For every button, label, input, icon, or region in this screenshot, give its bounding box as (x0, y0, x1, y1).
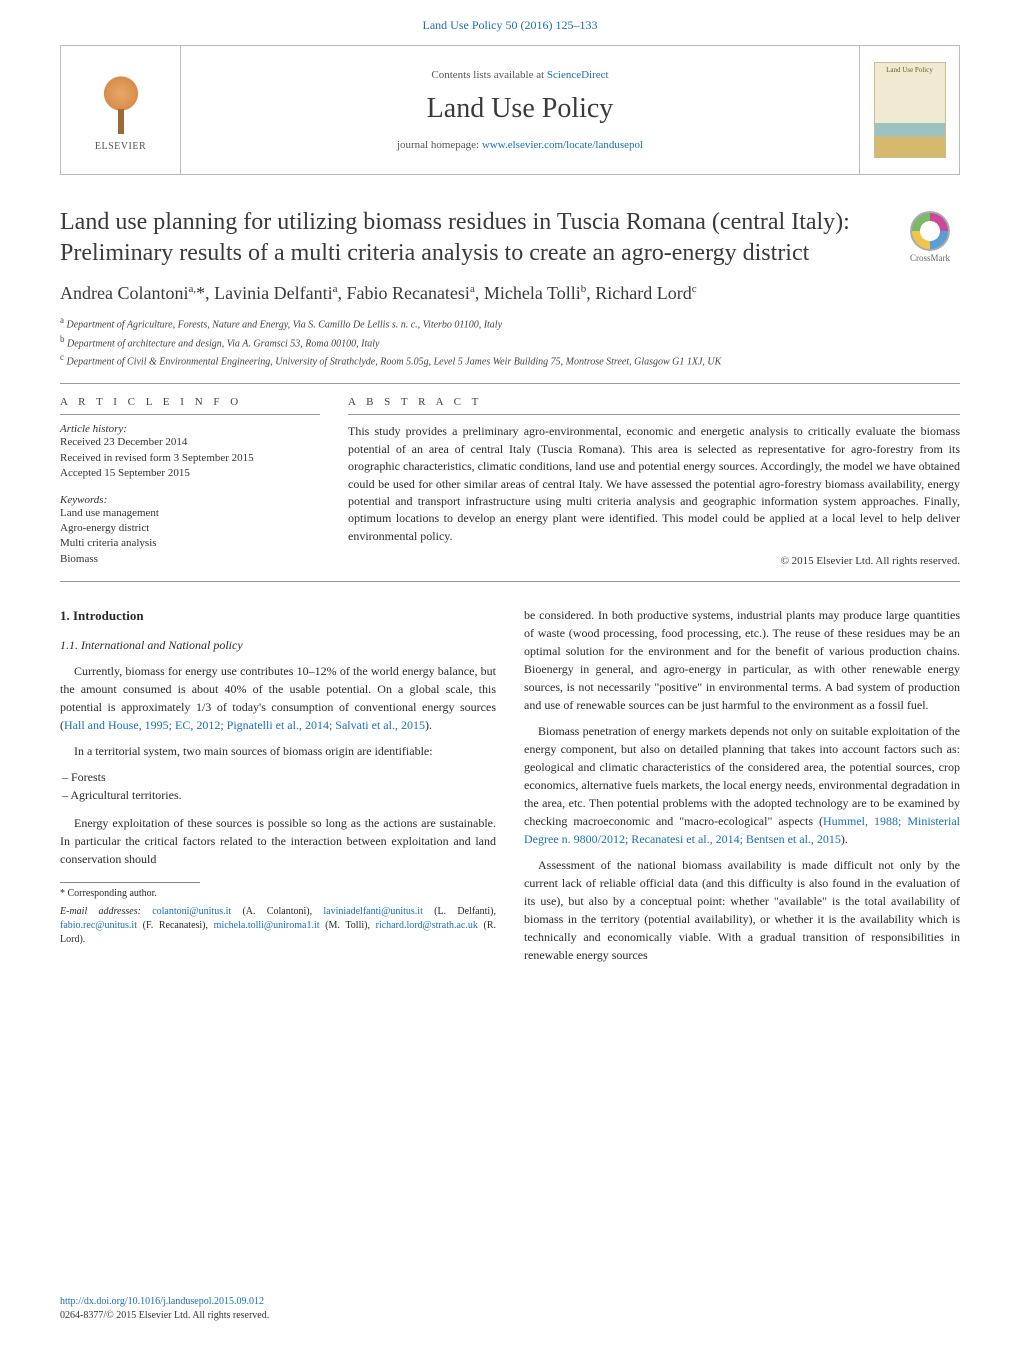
abstract-text: This study provides a preliminary agro-e… (348, 423, 960, 545)
p1-text-b: ). (425, 718, 432, 732)
body-para: be considered. In both productive system… (524, 606, 960, 714)
journal-header: ELSEVIER Contents lists available at Sci… (60, 45, 960, 175)
corresponding-author: * Corresponding author. (60, 887, 496, 901)
abstract-column: A B S T R A C T This study provides a pr… (348, 396, 960, 567)
email-label: E-mail addresses: (60, 906, 152, 917)
email-link[interactable]: colantoni@unitus.it (152, 906, 231, 917)
keyword-line: Agro-energy district (60, 521, 320, 536)
affiliations: a Department of Agriculture, Forests, Na… (60, 314, 960, 369)
homepage-line: journal homepage: www.elsevier.com/locat… (191, 139, 849, 151)
article-info-head: A R T I C L E I N F O (60, 396, 320, 415)
history-label: Article history: (60, 423, 320, 435)
abstract-copyright: © 2015 Elsevier Ltd. All rights reserved… (348, 555, 960, 567)
email-who: (M. Tolli), (320, 920, 376, 931)
body-columns: 1. Introduction 1.1. International and N… (60, 606, 960, 972)
journal-name: Land Use Policy (191, 93, 849, 125)
divider-top (60, 383, 960, 384)
footnote-rule (60, 882, 200, 883)
bullet-item: – Agricultural territories. (62, 786, 496, 804)
bullet-item: – Forests (62, 768, 496, 786)
body-para: Energy exploitation of these sources is … (60, 814, 496, 868)
info-abstract-row: A R T I C L E I N F O Article history: R… (60, 396, 960, 567)
citation-line: Land Use Policy 50 (2016) 125–133 (0, 0, 1020, 45)
body-para: Biomass penetration of energy markets de… (524, 722, 960, 848)
history-block: Received 23 December 2014Received in rev… (60, 435, 320, 481)
bottom-meta: http://dx.doi.org/10.1016/j.landusepol.2… (60, 1295, 269, 1323)
affiliation-line: a Department of Agriculture, Forests, Na… (60, 314, 960, 332)
article-header: CrossMark Land use planning for utilizin… (60, 207, 960, 369)
email-link[interactable]: michela.tolli@uniroma1.it (214, 920, 320, 931)
crossmark-badge[interactable]: CrossMark (900, 211, 960, 263)
history-line: Received 23 December 2014 (60, 435, 320, 450)
authors-line: Andrea Colantonia,*, Lavinia Delfantia, … (60, 283, 960, 304)
history-line: Received in revised form 3 September 201… (60, 451, 320, 466)
p5-text-a: Biomass penetration of energy markets de… (524, 724, 960, 828)
publisher-label: ELSEVIER (95, 141, 146, 152)
email-addresses: E-mail addresses: colantoni@unitus.it (A… (60, 905, 496, 947)
bullet-list: – Forests– Agricultural territories. (60, 768, 496, 804)
body-para: In a territorial system, two main source… (60, 742, 496, 760)
body-para: Currently, biomass for energy use contri… (60, 662, 496, 734)
email-link[interactable]: richard.lord@strath.ac.uk (376, 920, 478, 931)
issn-copyright: 0264-8377/© 2015 Elsevier Ltd. All right… (60, 1310, 269, 1321)
cover-cell: Land Use Policy (859, 46, 959, 174)
email-link[interactable]: laviniadelfanti@unitus.it (323, 906, 422, 917)
keywords-block: Land use managementAgro-energy districtM… (60, 506, 320, 568)
cover-title: Land Use Policy (875, 66, 945, 74)
affiliation-line: c Department of Civil & Environmental En… (60, 351, 960, 369)
header-center: Contents lists available at ScienceDirec… (181, 61, 859, 159)
doi-link[interactable]: http://dx.doi.org/10.1016/j.landusepol.2… (60, 1296, 264, 1307)
sciencedirect-link[interactable]: ScienceDirect (547, 69, 609, 81)
contents-prefix: Contents lists available at (431, 69, 546, 81)
divider-bottom (60, 581, 960, 582)
publisher-logo-cell: ELSEVIER (61, 46, 181, 174)
contents-line: Contents lists available at ScienceDirec… (191, 69, 849, 81)
email-link[interactable]: fabio.rec@unitus.it (60, 920, 137, 931)
citation-link[interactable]: Land Use Policy 50 (2016) 125–133 (423, 18, 598, 32)
keyword-line: Biomass (60, 552, 320, 567)
email-who: (L. Delfanti), (423, 906, 496, 917)
article-info-column: A R T I C L E I N F O Article history: R… (60, 396, 320, 567)
section-1-1-heading: 1.1. International and National policy (60, 636, 496, 654)
email-who: (F. Recanatesi), (137, 920, 214, 931)
citation-link[interactable]: Hall and House, 1995; EC, 2012; Pignatel… (64, 718, 425, 732)
homepage-prefix: journal homepage: (397, 139, 482, 151)
journal-cover-thumb: Land Use Policy (874, 62, 946, 158)
homepage-link[interactable]: www.elsevier.com/locate/landusepol (482, 139, 643, 151)
body-para: Assessment of the national biomass avail… (524, 856, 960, 964)
elsevier-tree-icon (91, 69, 151, 139)
keyword-line: Land use management (60, 506, 320, 521)
section-1-heading: 1. Introduction (60, 606, 496, 626)
p5-text-b: ). (841, 832, 848, 846)
keyword-line: Multi criteria analysis (60, 536, 320, 551)
crossmark-label: CrossMark (900, 253, 960, 263)
abstract-head: A B S T R A C T (348, 396, 960, 415)
article-title: Land use planning for utilizing biomass … (60, 207, 960, 269)
email-who: (A. Colantoni), (231, 906, 323, 917)
keywords-label: Keywords: (60, 494, 320, 506)
crossmark-icon (910, 211, 950, 251)
history-line: Accepted 15 September 2015 (60, 466, 320, 481)
affiliation-line: b Department of architecture and design,… (60, 333, 960, 351)
